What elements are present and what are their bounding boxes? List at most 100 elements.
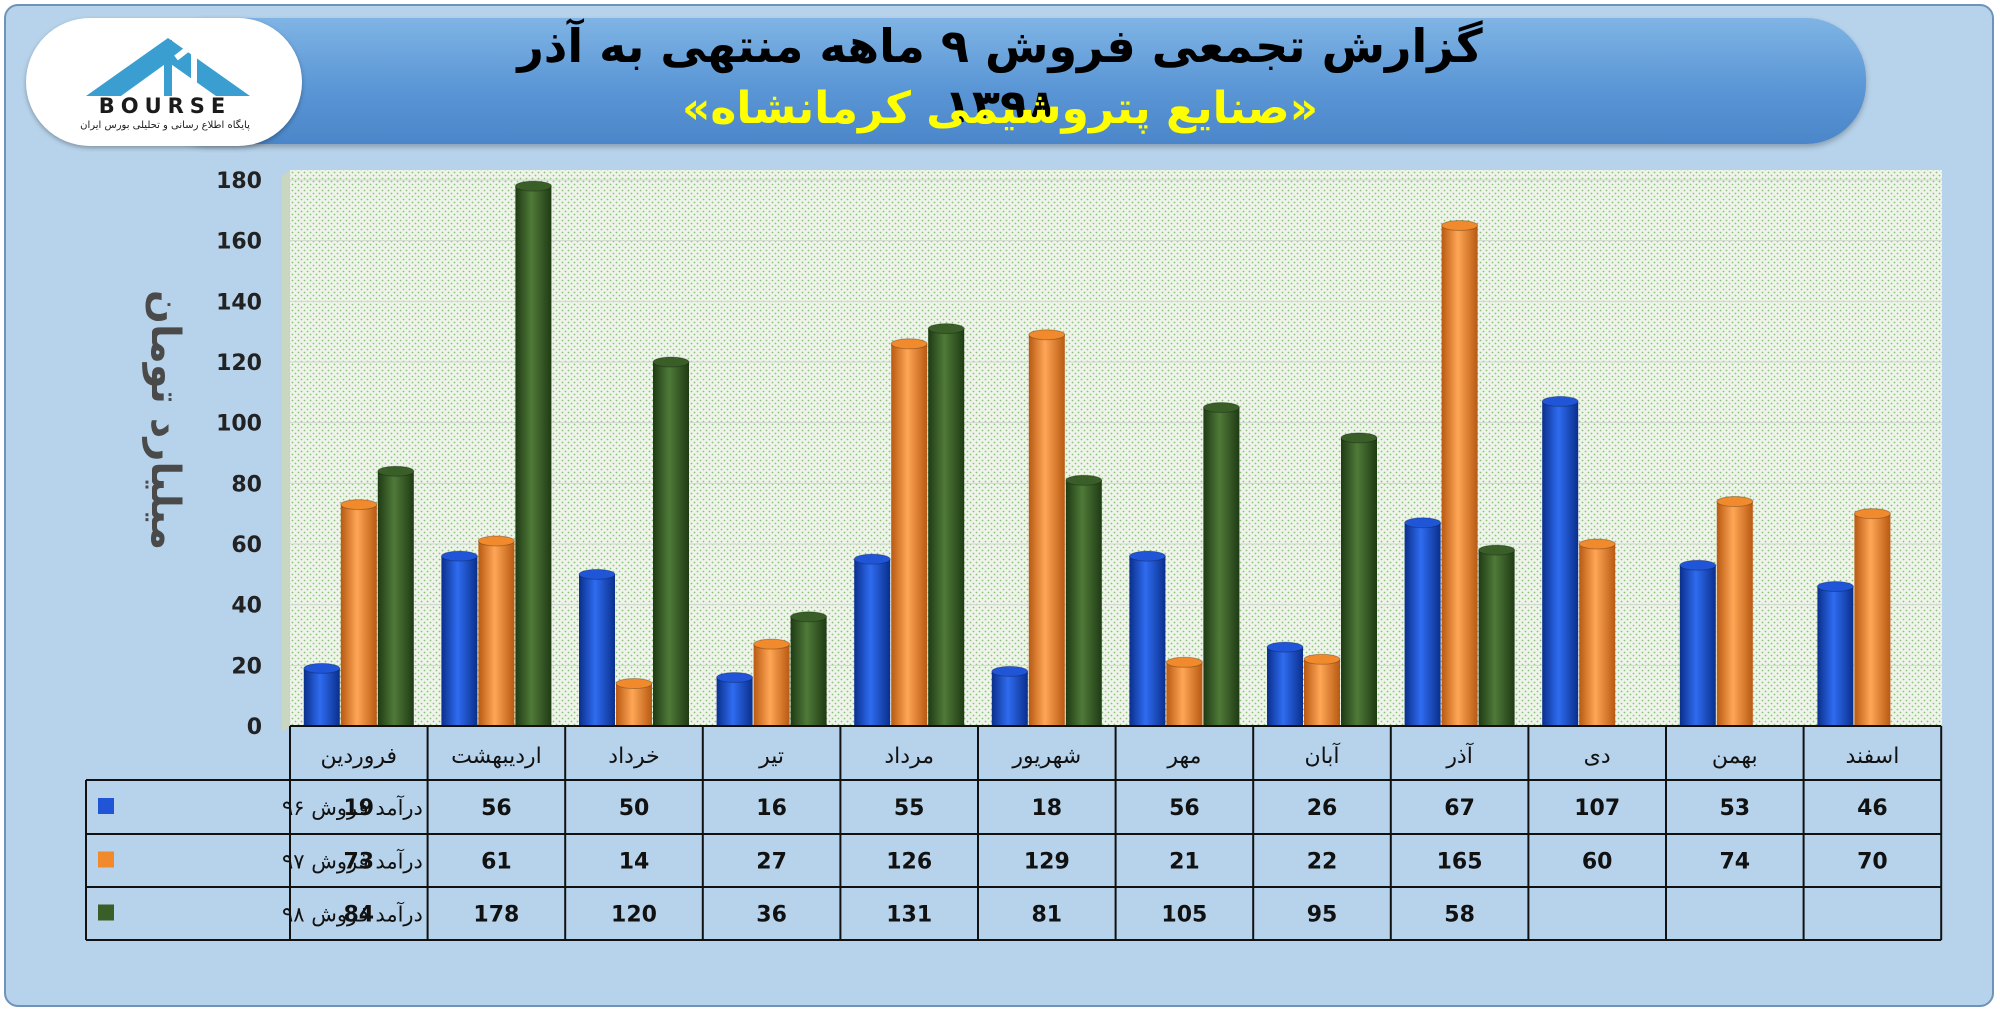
- x-category-label: اردیبهشت: [451, 744, 542, 769]
- legend-swatch: [98, 798, 114, 814]
- bar: [303, 662, 341, 726]
- bar-cap: [514, 180, 552, 192]
- bar-cap: [1303, 653, 1341, 665]
- data-label: 27: [756, 850, 787, 875]
- data-label: 120: [611, 903, 657, 928]
- title-banner: [150, 18, 1866, 144]
- bar-cap: [716, 671, 754, 683]
- logo-wordmark: BOURSE: [98, 94, 232, 118]
- bar-body: [753, 644, 790, 726]
- bar-cap: [1853, 508, 1891, 520]
- x-category-label: فروردین: [321, 744, 398, 769]
- bar: [927, 323, 965, 726]
- data-label: 56: [1169, 796, 1200, 821]
- data-label: 81: [1031, 903, 1062, 928]
- data-label: 21: [1169, 850, 1200, 875]
- bar-body: [653, 362, 689, 726]
- x-category-label: مرداد: [884, 744, 934, 769]
- y-axis-ticks: 0 20 40 60 80 100 120 140 160 180: [216, 169, 262, 740]
- data-label: 58: [1444, 903, 1475, 928]
- bar-body: [1854, 513, 1891, 726]
- bar-body: [1817, 586, 1854, 726]
- x-category-label: اسفند: [1845, 744, 1899, 769]
- data-label: 70: [1857, 850, 1888, 875]
- bar-cap: [1340, 432, 1378, 444]
- data-label: 95: [1307, 903, 1338, 928]
- bar: [1816, 580, 1854, 726]
- data-label: 14: [619, 850, 650, 875]
- bar-cap: [578, 568, 616, 580]
- bar-cap: [477, 535, 515, 547]
- plot-area: [290, 170, 1942, 726]
- bar-body: [1129, 556, 1166, 726]
- bar: [652, 356, 690, 726]
- data-label: 26: [1307, 796, 1338, 821]
- bar-body: [1679, 565, 1716, 726]
- data-table: فروردین اردیبهشت خرداد تیر مرداد شهریور مهر آبا…: [85, 725, 1943, 941]
- bar-cap: [1065, 474, 1103, 486]
- bar-body: [515, 186, 552, 727]
- bar-body: [1267, 647, 1303, 726]
- bar: [514, 180, 552, 727]
- bar-cap: [853, 553, 891, 565]
- bar-body: [1716, 501, 1753, 726]
- bar: [1716, 496, 1754, 726]
- x-category-label: بهمن: [1712, 744, 1758, 769]
- data-label: 53: [1719, 796, 1750, 821]
- data-label: 131: [886, 903, 932, 928]
- bar-body: [1542, 401, 1579, 726]
- bar-cap: [1404, 517, 1442, 529]
- bar: [615, 678, 653, 726]
- bar-body: [928, 328, 965, 726]
- data-label: 165: [1437, 850, 1483, 875]
- bar: [853, 553, 891, 726]
- y-tick-label: 140: [216, 290, 262, 315]
- bar-cap: [927, 323, 965, 335]
- bar-cap: [790, 611, 828, 623]
- data-label: 19: [343, 796, 374, 821]
- bar-body: [716, 677, 753, 726]
- bar-cap: [1128, 550, 1166, 562]
- data-label: 178: [473, 903, 519, 928]
- bar-body: [303, 668, 340, 726]
- bar-cap: [1679, 559, 1717, 571]
- bar-body: [377, 471, 414, 726]
- y-tick-label: 180: [216, 169, 262, 194]
- bar-body: [1304, 659, 1340, 726]
- legend-label: درآمد فروش ۹۸: [282, 902, 423, 927]
- data-label: 73: [343, 850, 374, 875]
- bar: [377, 465, 415, 726]
- data-label: 50: [619, 796, 650, 821]
- bar: [340, 499, 378, 726]
- bar-body: [790, 616, 827, 726]
- bar: [1441, 220, 1479, 726]
- bar-cap: [1578, 538, 1616, 550]
- data-label: 56: [481, 796, 512, 821]
- bar: [991, 665, 1029, 726]
- bar-body: [991, 671, 1028, 726]
- y-axis-label: میلیارد تومان: [142, 290, 188, 550]
- bar-cap: [1028, 329, 1066, 341]
- bar-cap: [1165, 656, 1203, 668]
- data-label: 74: [1719, 850, 1750, 875]
- data-label: 126: [886, 850, 932, 875]
- bar-cap: [652, 356, 690, 368]
- bar: [1065, 474, 1103, 726]
- bar: [578, 568, 616, 726]
- bar-cap: [303, 662, 341, 674]
- legend-swatch: [98, 851, 114, 868]
- bar-body: [854, 559, 891, 726]
- data-label: 18: [1031, 796, 1062, 821]
- bar-cap: [1441, 220, 1479, 231]
- bar-body: [616, 683, 652, 726]
- bar-cap: [1816, 580, 1854, 592]
- y-tick-label: 160: [216, 230, 262, 255]
- data-label: 46: [1857, 796, 1888, 821]
- data-label: 67: [1444, 796, 1475, 821]
- bar: [1541, 395, 1579, 726]
- data-label: 16: [756, 796, 787, 821]
- bar-cap: [1266, 641, 1304, 653]
- bar: [1340, 432, 1378, 726]
- bar-cap: [440, 550, 478, 562]
